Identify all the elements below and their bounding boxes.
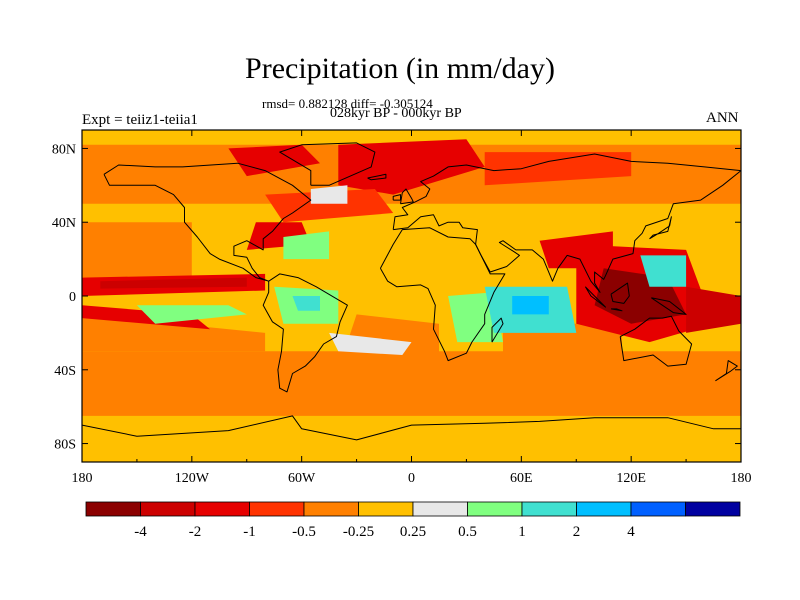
region-indian-core [512,296,549,315]
coastline-0 [103,162,312,282]
colorbar-label: 4 [627,524,635,540]
coastline-12 [400,188,414,205]
region-n-atlantic-mid [265,189,394,223]
region-s-asia [539,231,613,269]
colorbar-label: -4 [134,524,147,540]
colorbar-label: 2 [573,524,581,540]
y-tick-label: 40S [54,364,76,379]
coastline-14 [649,216,672,240]
colorbar-swatch [303,501,359,517]
coastline-7 [610,308,623,312]
coastline-1 [262,273,348,393]
colorbar-swatch [249,501,305,517]
coastline-10 [715,360,738,382]
coastline-2 [379,227,506,362]
colorbar-label: -2 [189,524,202,540]
y-tick-label: 40N [52,216,76,231]
y-axis: 80N 40N 0 40S 80S [52,142,741,453]
x-tick-label: 180 [731,471,752,486]
colorbar-swatch [412,501,468,517]
region-subtropics-s-ind [503,323,622,361]
region-mid-ocean-s [82,314,266,352]
coastlines [82,142,741,441]
region-siberia [484,152,632,186]
region-greenland-n [228,144,320,177]
colorbar-swatch [140,501,196,517]
y-tick-label: 80N [52,142,76,157]
x-axis: 180 120W 60W 0 60E 120E 180 [72,130,752,486]
coastline-15 [491,317,504,343]
region-amazon-core [292,296,320,311]
coastline-13 [392,194,401,201]
colorbar-swatch [576,501,632,517]
region-e-pacific-wet [136,305,247,324]
colorbar-swatch [521,501,577,517]
colorbar-swatch [467,501,523,517]
region-n-pacific [82,222,192,278]
chart-title: Precipitation (in mm/day) [245,52,555,85]
coastline-5 [279,142,376,186]
colorbar-swatch [685,501,741,517]
region-s-ocean-band [82,351,741,416]
x-tick-label: 60E [510,471,533,486]
coastline-6 [584,286,606,308]
x-tick-label: 120E [616,471,646,486]
stats-label: rmsd= 0.882128 diff= -0.305124 [262,96,433,111]
colorbar-label: 0.5 [458,524,477,540]
season-label: ANN [706,110,739,126]
colorbar-label: -1 [243,524,256,540]
colorbar: -4 -2 -1 -0.5 -0.25 0.25 0.5 1 2 4 [85,501,741,540]
coastline-9 [651,297,687,315]
region-s-atl-wet [329,332,412,355]
y-tick-label: 80S [54,438,76,453]
colorbar-swatch [85,501,141,517]
coastline-16 [367,173,387,181]
coastline-11 [82,415,741,441]
colorbar-swatch [194,501,250,517]
region-spcz [82,305,211,330]
x-tick-label: 180 [72,471,93,486]
region-e-asia-wet [640,255,687,287]
x-tick-label: 60W [288,471,316,486]
y-tick-label: 0 [69,290,76,305]
colorbar-label: -0.5 [292,524,316,540]
coastline-3 [392,153,741,293]
colorbar-label: 0.25 [400,524,426,540]
colorbar-label: -0.25 [343,524,374,540]
region-itcz-core [100,277,247,289]
coastline-8 [610,282,630,304]
period-label: 028kyr BP - 000kyr BP [330,106,462,121]
colorbar-swatch [630,501,686,517]
region-green-west [310,185,348,204]
colorbar-label: 1 [518,524,526,540]
region-n-atl-wet [283,231,330,260]
colorbar-swatch [358,501,414,517]
x-tick-label: 0 [408,471,415,486]
experiment-label: Expt = teiiz1-teiia1 [82,112,198,128]
region-w-pacific-dry [686,286,741,333]
x-tick-label: 120W [175,471,210,486]
coastline-4 [619,315,693,367]
precip-field [82,130,741,462]
